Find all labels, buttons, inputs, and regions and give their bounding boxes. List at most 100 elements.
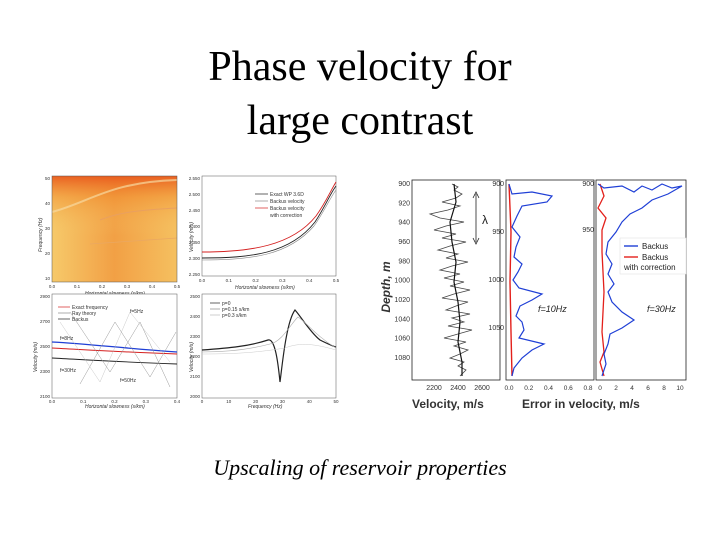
panel-30hz-xtick: 2 bbox=[614, 385, 618, 392]
top-right-panel: Exact WP 3.6D Backus velocity Backus vel… bbox=[189, 175, 340, 291]
panel-10hz-frame bbox=[505, 179, 595, 381]
br-xtick: 40 bbox=[307, 399, 313, 404]
velocity-xtick: 2600 bbox=[474, 385, 490, 392]
heatmap-panel: Frequency (Hz) Horizontal slowness (s/km… bbox=[38, 175, 181, 297]
bl-xlabel: Horizontal slowness (s/km) bbox=[85, 404, 145, 410]
velocity-xticks: 2200 2400 2600 bbox=[426, 385, 490, 392]
bl-curve-gray-3 bbox=[59, 311, 171, 383]
top-right-xticks: 0.0 0.1 0.2 0.3 0.4 0.5 bbox=[199, 278, 340, 283]
bl-legend-exact: Exact frequency bbox=[72, 305, 108, 311]
br-curve-gray bbox=[201, 316, 337, 353]
velocity-log-trace bbox=[428, 183, 473, 377]
lambda-arrow-up bbox=[472, 191, 480, 199]
panel-10hz-xtick: 0.0 bbox=[504, 385, 513, 392]
br-xtick: 0 bbox=[201, 399, 204, 404]
panel-10hz-xtick: 0.8 bbox=[583, 385, 592, 392]
heatmap-ytick: 20 bbox=[45, 251, 51, 256]
br-xtick: 50 bbox=[333, 399, 339, 404]
panel-30hz-xtick: 8 bbox=[662, 385, 666, 392]
panel-30hz-xtick: 6 bbox=[646, 385, 650, 392]
br-curve-black bbox=[201, 309, 337, 383]
top-right-xtick: 0.4 bbox=[306, 278, 313, 283]
panel-10hz-xticks: 0.0 0.2 0.4 0.6 0.8 bbox=[504, 385, 592, 392]
bl-legend: Exact frequency Ray theory Backus bbox=[58, 305, 108, 323]
top-right-ytick: 2.550 bbox=[189, 176, 201, 181]
heatmap-ylabel: Frequency (Hz) bbox=[38, 217, 44, 252]
bottom-left-frame bbox=[51, 293, 178, 399]
legend-correction: with correction bbox=[270, 213, 302, 219]
panel-10hz-xtick: 0.2 bbox=[524, 385, 533, 392]
depth-tick: 1060 bbox=[394, 336, 410, 343]
br-ytick: 2000 bbox=[190, 394, 201, 399]
bl-ytick: 2100 bbox=[40, 394, 51, 399]
heatmap-xtick: 0.1 bbox=[74, 284, 81, 289]
bottom-right-panel: p=0 p=0.15 s/km p=0.3 s/km Velocity (m/s… bbox=[189, 293, 339, 410]
br-xlabel: Frequency (Hz) bbox=[248, 404, 283, 410]
right-legend: Backus Backus with correction bbox=[619, 237, 687, 275]
top-right-xtick: 0.3 bbox=[279, 278, 286, 283]
br-ytick: 2400 bbox=[190, 314, 201, 319]
panel-30hz-annotation: f=30Hz bbox=[647, 304, 676, 314]
panel-10hz-red bbox=[508, 183, 513, 377]
error-panel-10hz: f=10Hz 900 950 1000 1050 0.0 0.2 0.4 0.6 0.8 Er… bbox=[488, 179, 640, 411]
br-legend-p0: p=0 bbox=[222, 301, 231, 307]
depth-tick: 940 bbox=[398, 220, 410, 227]
heatmap-ytick: 50 bbox=[45, 176, 51, 181]
br-legend: p=0 p=0.15 s/km p=0.3 s/km bbox=[210, 301, 249, 319]
panel-10hz-blue bbox=[508, 183, 554, 377]
depth-tick: 900 bbox=[398, 181, 410, 188]
depth-ticks: 900 920 940 960 980 1000 1020 1040 1060 1080 bbox=[394, 181, 410, 362]
heatmap-yticks: 50 40 30 20 10 bbox=[45, 176, 51, 281]
heatmap-ytick: 10 bbox=[45, 276, 51, 281]
top-right-ytick: 2.300 bbox=[189, 256, 201, 261]
panel-30hz-depth-ticks: 900 950 bbox=[582, 181, 594, 234]
top-right-xtick: 0.2 bbox=[252, 278, 259, 283]
depth-tick: 1080 bbox=[394, 355, 410, 362]
title-line-1: Phase velocity for bbox=[208, 44, 512, 90]
bl-ytick: 2700 bbox=[40, 319, 51, 324]
velocity-xtick: 2200 bbox=[426, 385, 442, 392]
top-right-ytick: 2.350 bbox=[189, 240, 201, 245]
panel-30hz-xtick: 0 bbox=[598, 385, 602, 392]
legend-label-correction: with correction bbox=[623, 263, 676, 272]
top-right-ytick: 2.250 bbox=[189, 272, 201, 277]
top-right-curve-gray bbox=[201, 189, 337, 261]
bl-ylabel: Velocity (m/s) bbox=[33, 342, 39, 372]
legend-exact: Exact WP 3.6D bbox=[270, 192, 304, 198]
bl-xtick: 0.4 bbox=[174, 399, 181, 404]
panel-10hz-depth-ticks: 900 950 1000 1050 bbox=[488, 181, 504, 332]
panel-30hz-xtick: 10 bbox=[676, 385, 684, 392]
heatmap-xtick: 0.4 bbox=[149, 284, 156, 289]
bl-annot-50hz: f=50Hz bbox=[120, 378, 136, 384]
br-xtick: 30 bbox=[280, 399, 286, 404]
legend-label-backus-2: Backus bbox=[642, 253, 668, 262]
bl-annot-5hz: f=5Hz bbox=[130, 309, 144, 315]
heatmap-ridge bbox=[51, 179, 178, 213]
bl-annot-8hz: f=8Hz bbox=[60, 336, 74, 342]
br-ytick: 2100 bbox=[190, 374, 201, 379]
velocity-label: Velocity, m/s bbox=[412, 397, 484, 411]
top-right-ylabel: Velocity (m/s) bbox=[189, 222, 195, 252]
panel-10hz-depth-tick: 1000 bbox=[488, 277, 504, 284]
velocity-log-smooth bbox=[449, 183, 463, 376]
heatmap-xticks: 0.0 0.1 0.2 0.3 0.4 0.5 bbox=[49, 284, 181, 289]
bl-curve-red bbox=[51, 347, 178, 355]
legend-label-backus: Backus bbox=[642, 242, 668, 251]
panel-30hz-xtick: 4 bbox=[630, 385, 634, 392]
depth-tick: 920 bbox=[398, 200, 410, 207]
bottom-right-frame bbox=[201, 293, 337, 399]
depth-tick: 960 bbox=[398, 239, 410, 246]
top-right-xtick: 0.5 bbox=[333, 278, 340, 283]
panel-30hz-xticks: 0 2 4 6 8 10 bbox=[598, 385, 684, 392]
heatmap-ridge-2 bbox=[99, 207, 178, 221]
heatmap-xtick: 0.3 bbox=[124, 284, 131, 289]
bl-ytick: 2900 bbox=[40, 294, 51, 299]
bl-curve-blue bbox=[51, 341, 178, 353]
panel-10hz-xtick: 0.6 bbox=[564, 385, 573, 392]
depth-tick: 1000 bbox=[394, 278, 410, 285]
bl-curve-gray-1 bbox=[69, 311, 171, 388]
br-legend-p015: p=0.15 s/km bbox=[222, 307, 249, 313]
top-right-curve-red bbox=[201, 181, 337, 253]
panel-30hz-blue bbox=[597, 183, 683, 377]
slide-caption: Upscaling of reservoir properties bbox=[213, 455, 507, 480]
